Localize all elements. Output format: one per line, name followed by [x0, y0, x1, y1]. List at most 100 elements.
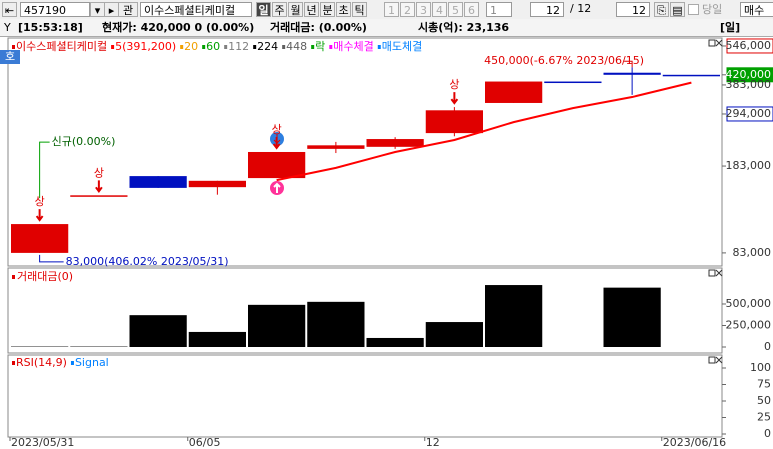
- amount: 거래대금: (0.00%): [270, 21, 367, 34]
- icon: [273, 182, 281, 193]
- candle-body: [603, 72, 661, 75]
- high-label: 450,000(-6.67% 2023/06/15): [484, 54, 644, 67]
- limit-up-arrow: [35, 209, 44, 222]
- price: 현재가: 420,000 0 (0.00%): [102, 21, 255, 34]
- legend-swatch: [70, 361, 74, 365]
- y-tick-label: 250,000: [726, 318, 772, 331]
- y-tick-label: 420,000: [726, 68, 772, 81]
- legend-swatch: [311, 45, 315, 49]
- code-input[interactable]: 457190: [20, 2, 90, 17]
- slot-button[interactable]: 1: [384, 2, 399, 17]
- status-bar: Y [15:53:18] 현재가: 420,000 0 (0.00%) 거래대금…: [0, 19, 773, 37]
- side-tab-label: 호: [5, 50, 15, 63]
- volume-bar: [603, 287, 661, 347]
- slot-button[interactable]: 4: [432, 2, 447, 17]
- limit-up-arrow: [450, 92, 459, 105]
- ma-line: [276, 81, 692, 182]
- volume-bar: [307, 301, 365, 347]
- slot-button[interactable]: 5: [448, 2, 463, 17]
- time: [15:53:18]: [18, 21, 83, 34]
- side-tab[interactable]: [0, 50, 20, 64]
- y-tick-label: 500,000: [726, 297, 772, 310]
- candle-body: [248, 151, 306, 179]
- panel-close: [715, 269, 723, 277]
- legend-swatch: [12, 275, 15, 279]
- period-button[interactable]: 초: [336, 2, 351, 17]
- x-tick-label: 12: [426, 436, 440, 449]
- volume-bar: [425, 322, 483, 347]
- candle-body: [129, 176, 187, 188]
- volume-bar: [366, 337, 424, 347]
- y-tick-label: 100: [750, 361, 771, 374]
- y-tick-label: 294,000: [726, 107, 772, 120]
- tick-box: [726, 67, 773, 83]
- y-tick-label: 0: [764, 427, 771, 440]
- y-tick-label: 383,000: [726, 78, 772, 91]
- candle-body: [366, 139, 424, 147]
- search-button[interactable]: 관: [118, 2, 138, 17]
- y-tick-label: 0: [764, 340, 771, 353]
- candle-body: [544, 81, 602, 84]
- legend-swatch: [111, 45, 115, 49]
- name-box: 이수스페셜티케미컬: [140, 2, 252, 17]
- slot-button[interactable]: 3: [416, 2, 431, 17]
- flag: Y: [4, 21, 11, 34]
- today: 당일: [702, 3, 723, 16]
- period-button[interactable]: 년: [304, 2, 319, 17]
- candle-body: [307, 145, 365, 149]
- y-tick-label: 75: [757, 378, 771, 391]
- legend-swatch: [202, 45, 206, 49]
- slot-button[interactable]: 2: [400, 2, 415, 17]
- volume-bar: [129, 315, 187, 347]
- slot-button[interactable]: 6: [464, 2, 479, 17]
- new-listing-label: 신규(0.00%): [52, 135, 116, 148]
- x-tick-label: 2023/06/16: [663, 436, 726, 449]
- panel-button: [708, 269, 716, 277]
- low-label: 83,000(406.02% 2023/05/31): [66, 255, 229, 268]
- period-button[interactable]: 주: [272, 2, 287, 17]
- candle-body: [70, 195, 128, 197]
- legend-swatch: [224, 45, 228, 49]
- price-panel: [7, 37, 723, 267]
- new-listing-line: [39, 141, 50, 199]
- y-tick-label: 546,000: [726, 39, 772, 52]
- legend-label: 112: [228, 40, 249, 53]
- period-button[interactable]: 일: [256, 2, 271, 17]
- panel-close: [715, 356, 723, 364]
- dropdown[interactable]: ▾: [90, 2, 105, 17]
- total: / 12: [570, 2, 592, 15]
- tick-box: [726, 38, 773, 54]
- candle-body: [662, 74, 720, 77]
- volume-title: 거래대금(0): [17, 270, 73, 283]
- legend-label: 448: [286, 40, 307, 53]
- candle-body: [425, 110, 483, 134]
- y-tick-label: 183,000: [726, 159, 772, 172]
- rsi-panel: [7, 354, 723, 438]
- shown[interactable]: 12: [616, 2, 650, 17]
- legend-swatch: [12, 45, 15, 49]
- legend-swatch: [329, 45, 333, 49]
- checkbox[interactable]: [688, 4, 699, 15]
- nav-button[interactable]: ⇤: [2, 2, 17, 17]
- legend-label: 60: [206, 40, 220, 53]
- legend-label: 매도체결: [382, 40, 422, 53]
- limit-up-label: 상: [449, 78, 459, 91]
- icon[interactable]: ▤: [670, 2, 685, 17]
- legend-label: 224: [257, 40, 278, 53]
- icon[interactable]: ⎘: [654, 2, 669, 17]
- legend-label: Signal: [75, 356, 109, 369]
- order-button[interactable]: 매수: [740, 2, 773, 17]
- high-line: [624, 60, 633, 68]
- period-button[interactable]: 틱: [352, 2, 367, 17]
- legend-label: 락: [315, 40, 325, 53]
- candle-body: [188, 180, 246, 188]
- legend-label: 이수스페셜티케미컬: [16, 40, 107, 53]
- legend-swatch: [12, 361, 15, 365]
- period-button[interactable]: 분: [320, 2, 335, 17]
- period-button[interactable]: 월: [288, 2, 303, 17]
- limit-up-arrow: [95, 180, 103, 193]
- unit[interactable]: 1: [486, 2, 512, 17]
- count[interactable]: 12: [530, 2, 564, 17]
